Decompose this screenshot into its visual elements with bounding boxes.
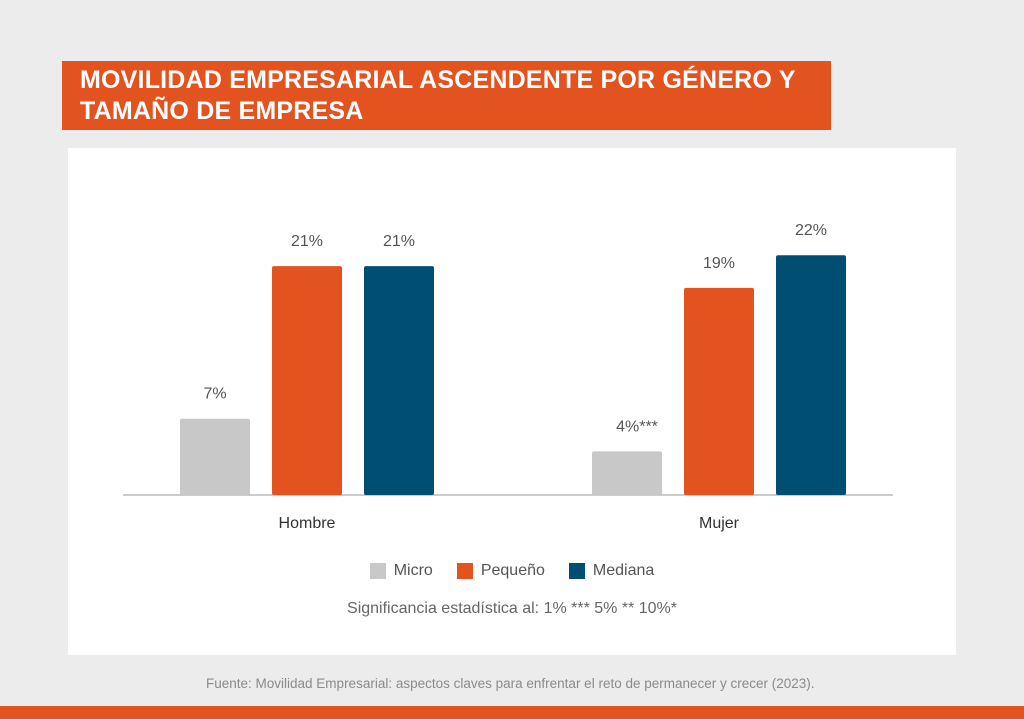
data-label: 19%	[703, 255, 735, 272]
legend-label: Micro	[393, 562, 433, 579]
legend-item: Pequeño	[456, 562, 545, 580]
chart-title: MOVILIDAD EMPRESARIAL ASCENDENTE POR GÉN…	[80, 66, 796, 125]
category-label: Hombre	[279, 515, 336, 532]
data-label: 7%	[203, 386, 226, 403]
bar-hombre-mediana	[364, 266, 434, 495]
legend-swatch	[456, 563, 473, 579]
bar-mujer-micro	[592, 451, 662, 495]
bottom-accent-bar	[0, 706, 1024, 719]
legend-swatch	[369, 563, 386, 579]
legend-label: Pequeño	[480, 562, 545, 579]
legend-item: Mediana	[568, 562, 655, 580]
chart-panel: 7% 21% 21% Hombre 4%*** 19% 22% Mujer Micro Pequ…	[68, 148, 956, 655]
bar-hombre-micro	[180, 418, 250, 495]
data-label: 21%	[291, 233, 323, 250]
data-label: 4%***	[616, 418, 658, 435]
legend-label: Mediana	[592, 562, 655, 579]
category-label: Mujer	[699, 515, 740, 532]
bar-hombre-pequeno	[272, 266, 342, 495]
source-citation: Fuente: Movilidad Empresarial: aspectos …	[206, 676, 815, 691]
bar-mujer-mediana	[776, 255, 846, 495]
significance-note: Significancia estadística al: 1% *** 5% …	[347, 600, 677, 617]
data-label: 22%	[795, 222, 827, 239]
data-label: 21%	[383, 233, 415, 250]
chart-legend: Micro Pequeño Mediana	[68, 562, 956, 580]
bar-chart: 7% 21% 21% Hombre 4%*** 19% 22% Mujer	[123, 222, 893, 532]
legend-item: Micro	[369, 562, 433, 580]
bar-mujer-pequeno	[684, 287, 754, 495]
legend-swatch	[568, 563, 585, 579]
title-banner: MOVILIDAD EMPRESARIAL ASCENDENTE POR GÉN…	[62, 61, 831, 130]
